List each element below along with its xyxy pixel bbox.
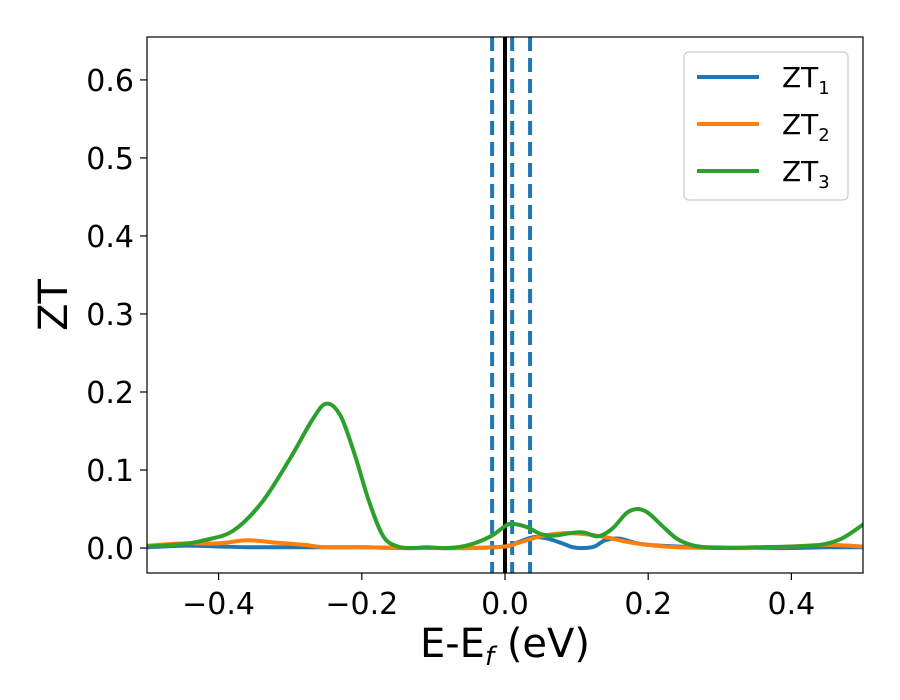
legend-entry-zt1: ZT1 (782, 61, 830, 99)
x-axis-label: E-Ef (eV) (420, 621, 590, 672)
x-tick-label: −0.4 (182, 587, 255, 622)
legend: ZT1 ZT2 ZT3 (683, 51, 849, 201)
y-tick-label: 0.0 (86, 532, 134, 567)
plot-marks (147, 37, 863, 573)
x-tick-label: 0.0 (481, 587, 529, 622)
x-axis-label-unit: (eV) (494, 621, 590, 667)
x-tick-label: −0.2 (325, 587, 398, 622)
legend-box (683, 51, 849, 201)
y-tick-label: 0.3 (86, 298, 134, 333)
y-tick-label: 0.4 (86, 220, 134, 255)
y-tick-label: 0.2 (86, 376, 134, 411)
series-line-zt3 (147, 401, 863, 551)
y-tick-label: 0.1 (86, 454, 134, 489)
y-tick-label: 0.5 (86, 142, 134, 177)
y-tick-label: 0.6 (86, 64, 134, 99)
axis-ticks: −0.4 −0.2 0.0 0.2 0.4 0.0 0.1 0.2 0.3 0.4 0.5 0.6 (86, 64, 815, 622)
x-tick-label: 0.2 (624, 587, 672, 622)
x-tick-label: 0.4 (768, 587, 816, 622)
plot-area (147, 37, 863, 573)
legend-entry-zt3: ZT3 (782, 155, 830, 193)
y-axis-label: ZT (31, 279, 77, 331)
legend-entry-zt2: ZT2 (782, 108, 830, 146)
